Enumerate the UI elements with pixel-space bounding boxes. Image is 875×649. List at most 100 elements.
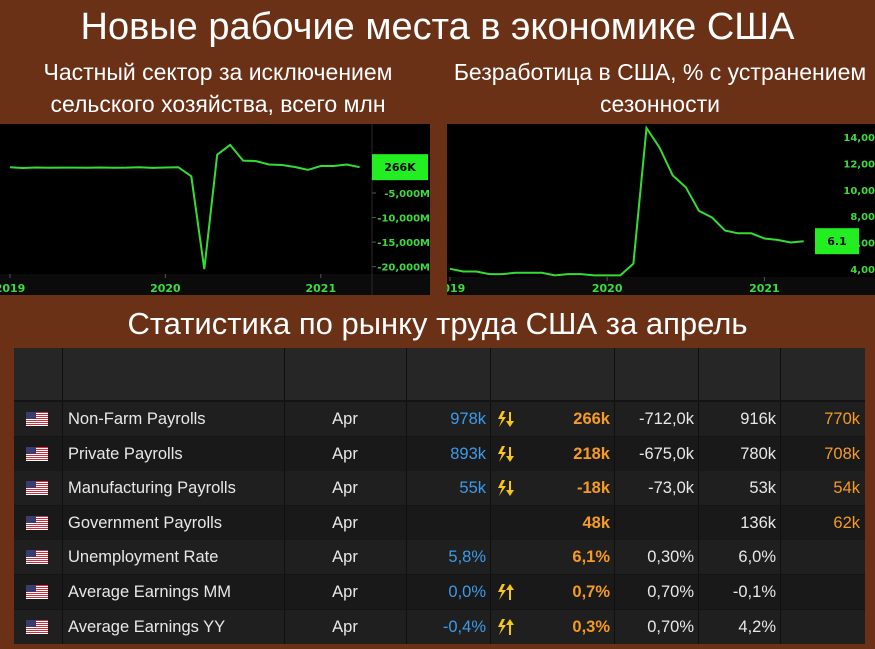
us-flag-icon [26,481,48,496]
cell-poll: 978k [450,410,486,428]
cell-period: Apr [332,583,358,601]
cell-prior: 780k [740,444,776,463]
cell-period: Apr [332,444,358,463]
column-separator [698,505,699,540]
column-separator [614,505,615,540]
table-row[interactable]: Private Payrolls Apr 893k 218k -675,0k 780k 70… [14,436,865,471]
column-separator [614,471,615,506]
column-separator [490,575,491,609]
column-separator [780,540,781,575]
us-flag-icon [26,412,48,426]
table-row[interactable]: Average Earnings MM Apr 0,0% 0,7% 0,70% -0,1% [14,575,865,609]
column-header-name [62,348,284,400]
last-value-label: 6.1 [827,235,847,248]
cell-actual: 0,3% [572,617,610,636]
y-tick-label: -15,000M [377,238,430,249]
cell-period: Apr [332,479,358,498]
page-title: Новые рабочие места в экономике США [80,6,795,48]
cell-actual: -18k [576,479,610,498]
cell-revised [780,610,864,644]
column-separator [406,348,407,400]
column-separator [284,471,285,506]
column-separator [490,540,491,575]
table-row[interactable]: Government Payrolls Apr 48k 136k 62k [14,505,865,540]
cell-prior: 6,0% [738,548,776,567]
table-row[interactable]: Unemployment Rate Apr 5,8% 6,1% 0,30% 6,0% [14,540,865,575]
column-separator [62,609,63,644]
column-separator [780,471,781,506]
column-separator [698,471,699,506]
column-header-period [284,348,406,400]
cell-poll: -0,4% [442,617,486,636]
us-flag-icon [26,446,48,461]
cell-surprise: 0,70% [647,583,694,601]
column-header-prior [698,348,780,400]
column-separator [698,540,699,575]
table-section-title: Статистика по рынку труда США за апрель [127,306,748,341]
cell-poll: 0,0% [448,583,486,601]
column-separator [284,540,285,575]
payrolls-chart-svg: 2019 2020 2021 -5,000M -10,000M -15,000M -20,0… [0,124,430,295]
series-line [9,143,360,270]
cell-actual: 0,7% [572,583,610,601]
cell-prior: 53k [749,479,776,498]
column-header-actual [490,348,614,400]
x-tick-label: 2021 [749,282,780,295]
series-line [449,125,804,277]
table-row[interactable]: Manufacturing Payrolls Apr 55k -18k -73,0k 53… [14,471,865,506]
y-tick-label: -10,000M [377,214,430,225]
cell-poll: 893k [450,444,486,463]
cell-period: Apr [332,548,358,567]
column-separator [780,609,781,644]
column-separator [284,609,285,644]
column-separator [284,505,285,540]
table-row[interactable]: Average Earnings YY Apr -0,4% 0,3% 0,70% 4,2% [14,609,865,644]
column-separator [284,402,285,436]
cell-actual: 48k [582,513,610,532]
column-separator [614,575,615,609]
column-separator [406,471,407,506]
column-separator [406,436,407,471]
table-row[interactable]: Non-Farm Payrolls Apr 978k 266k -712,0k 916k 7… [14,402,865,436]
column-separator [62,436,63,471]
table-header-row [14,348,865,400]
cell-poll [406,506,490,540]
x-tick-label: 2021 [305,282,336,295]
cell-revised: 770k [824,410,860,428]
column-separator [698,348,699,400]
cell-revised: 62k [833,513,860,532]
column-separator [490,609,491,644]
us-flag-icon [26,515,48,530]
column-separator [490,505,491,540]
cell-name: Average Earnings MM [68,583,231,601]
x-axis-band [447,277,875,295]
surprise-down-arrow-icon [498,445,514,462]
surprise-up-arrow-icon [498,584,514,600]
surprise-up-arrow-icon [498,618,514,635]
cell-prior: 916k [740,410,776,428]
cell-period: Apr [332,410,358,428]
cell-poll: 55k [459,479,486,498]
x-tick-label: 2019 [447,282,465,295]
cell-prior: 136k [740,513,776,532]
column-separator [780,505,781,540]
cell-name: Non-Farm Payrolls [68,410,206,428]
column-separator [406,575,407,609]
y-tick-label: 4,00 [850,265,875,276]
cell-revised: 708k [824,444,860,463]
column-separator [780,348,781,400]
indicators-table: Non-Farm Payrolls Apr 978k 266k -712,0k 916k 7… [14,348,865,644]
column-separator [284,436,285,471]
x-axis-band [0,274,430,295]
cell-surprise: -73,0k [648,479,694,498]
column-separator [780,402,781,436]
cell-prior: 4,2% [738,617,776,636]
column-separator [780,575,781,609]
column-separator [62,540,63,575]
cell-surprise: 0,30% [647,548,694,567]
y-tick-label: 10,00 [843,186,875,197]
x-tick-label: 2020 [592,282,623,295]
cell-name: Average Earnings YY [68,617,226,636]
column-separator [284,575,285,609]
column-separator [614,609,615,644]
